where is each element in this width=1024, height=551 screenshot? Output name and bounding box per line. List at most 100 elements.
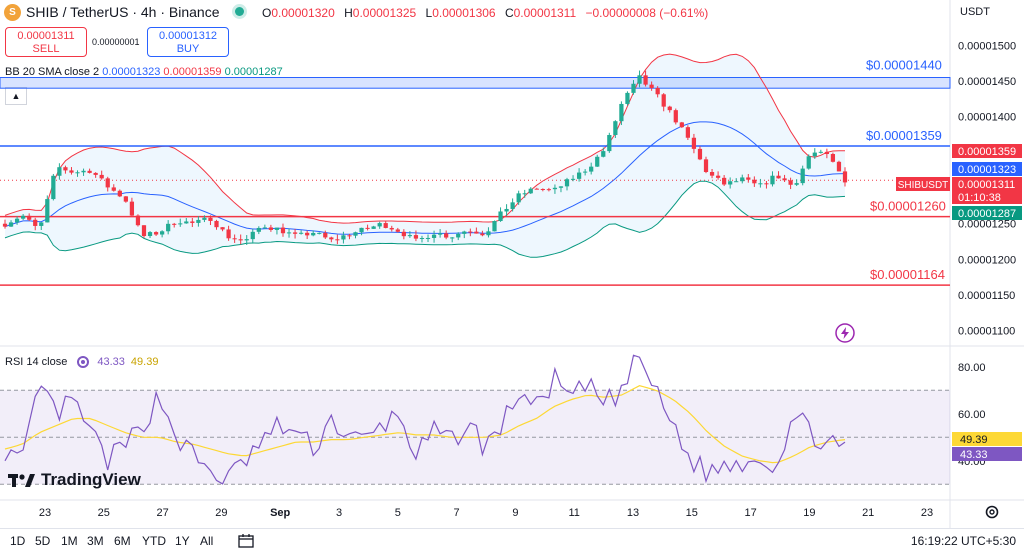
time-tick-5: 3 (336, 507, 342, 519)
candle-body (758, 183, 763, 185)
tf-1m[interactable]: 1M (61, 534, 78, 548)
resistance-zone[interactable] (0, 77, 951, 89)
time-tick-7: 7 (454, 507, 460, 519)
candle-body (625, 92, 630, 104)
tradingview-logo: TradingView (8, 470, 141, 490)
candle-body (256, 227, 261, 232)
bb-basis-line[interactable] (4, 121, 846, 235)
tf-all[interactable]: All (200, 534, 214, 548)
candle (643, 70, 648, 87)
price-tag-bg-5 (952, 206, 1022, 220)
calendar-icon[interactable] (238, 533, 256, 549)
buy-button[interactable]: 0.00001312 BUY (147, 27, 229, 57)
candle (528, 187, 533, 195)
candle-body (172, 223, 177, 225)
tf-5d[interactable]: 5D (35, 534, 51, 548)
candle (395, 227, 400, 233)
tf-ytd[interactable]: YTD (142, 534, 166, 548)
bb-legend[interactable]: BB 20 SMA close 2 0.00001323 0.00001359 … (5, 66, 283, 78)
rsi-ma-line[interactable] (4, 385, 846, 464)
candle (305, 230, 310, 240)
candle (99, 170, 104, 180)
candle (770, 171, 775, 187)
candle (824, 148, 829, 159)
tf-6m[interactable]: 6M (114, 534, 131, 548)
rsi-legend[interactable]: RSI 14 close 43.33 49.39 (5, 355, 158, 369)
candle (480, 230, 485, 237)
tf-1y[interactable]: 1Y (175, 534, 190, 548)
candle (202, 215, 207, 223)
price-tag-bg-4 (952, 190, 1022, 204)
candle (522, 189, 527, 198)
tf-3m[interactable]: 3M (87, 534, 104, 548)
candle-body (564, 179, 570, 187)
candle-body (462, 231, 467, 234)
candle-body (667, 106, 672, 111)
candle-body (595, 156, 600, 167)
candle (117, 189, 122, 198)
candle-body (631, 83, 636, 93)
rsi-legend-name: RSI 14 close (5, 356, 68, 368)
candle-body (166, 223, 171, 232)
candle (486, 227, 491, 238)
clock[interactable]: 16:19:22 UTC+5:30 (910, 534, 1016, 548)
candle (250, 228, 255, 244)
candle-body (685, 127, 690, 138)
rsi-settings-icon[interactable] (75, 355, 91, 369)
candle-body (202, 217, 207, 220)
candle (147, 231, 153, 239)
candle-body (468, 231, 473, 233)
rsi-tick-2: 80.00 (958, 362, 986, 374)
rsi-line[interactable] (4, 354, 846, 485)
candle (63, 165, 68, 174)
candle (709, 168, 715, 179)
candle (184, 218, 189, 224)
candle (782, 174, 787, 183)
candle-body (552, 187, 558, 190)
candle-body (365, 227, 370, 229)
candle-body (93, 172, 98, 175)
candle (238, 234, 243, 245)
bb-lower-line[interactable] (4, 180, 846, 258)
candle (806, 154, 811, 170)
lightning-icon[interactable] (835, 323, 855, 343)
candle-body (208, 217, 213, 221)
candle (105, 176, 110, 192)
symbol-title[interactable]: SHIB / TetherUS · 4h · Binance (26, 4, 220, 20)
candle-body (516, 193, 521, 203)
gear-icon[interactable] (984, 504, 1000, 520)
candle (444, 230, 449, 240)
candle (830, 152, 836, 163)
bb-upper-line[interactable] (4, 53, 846, 224)
rsi-tag-1: 43.33 (960, 449, 988, 461)
price-tag-bg-1 (952, 162, 1022, 176)
candle-body (540, 189, 545, 191)
axis-currency[interactable]: USDT (960, 6, 990, 18)
candle (564, 177, 570, 191)
time-tick-12: 17 (744, 507, 756, 519)
chevron-up-icon: ▲ (11, 91, 21, 101)
candle (631, 80, 636, 95)
candle (679, 121, 684, 129)
price-chart[interactable]: $0.00001440 $0.00001359 $0.00001260 $0.0000… (0, 0, 1024, 528)
candle (764, 181, 769, 189)
candle (274, 227, 280, 235)
candle (468, 228, 473, 237)
candle (135, 214, 141, 227)
candle-body (14, 218, 20, 223)
candle (311, 230, 316, 237)
tf-1d[interactable]: 1D (10, 534, 26, 548)
sell-button[interactable]: 0.00001311 SELL (5, 27, 87, 57)
candle-body (607, 134, 612, 152)
candle-body (268, 227, 274, 230)
candle (794, 179, 799, 187)
candle-body (153, 232, 159, 235)
candle (323, 230, 328, 240)
buy-label: BUY (176, 43, 200, 55)
tradingview-logo-mark (8, 474, 35, 487)
collapse-legend-button[interactable]: ▲ (5, 87, 27, 105)
candle-body (395, 229, 400, 232)
candle (703, 156, 709, 174)
candle (123, 196, 128, 203)
level-label-3: $0.00001164 (870, 267, 945, 282)
